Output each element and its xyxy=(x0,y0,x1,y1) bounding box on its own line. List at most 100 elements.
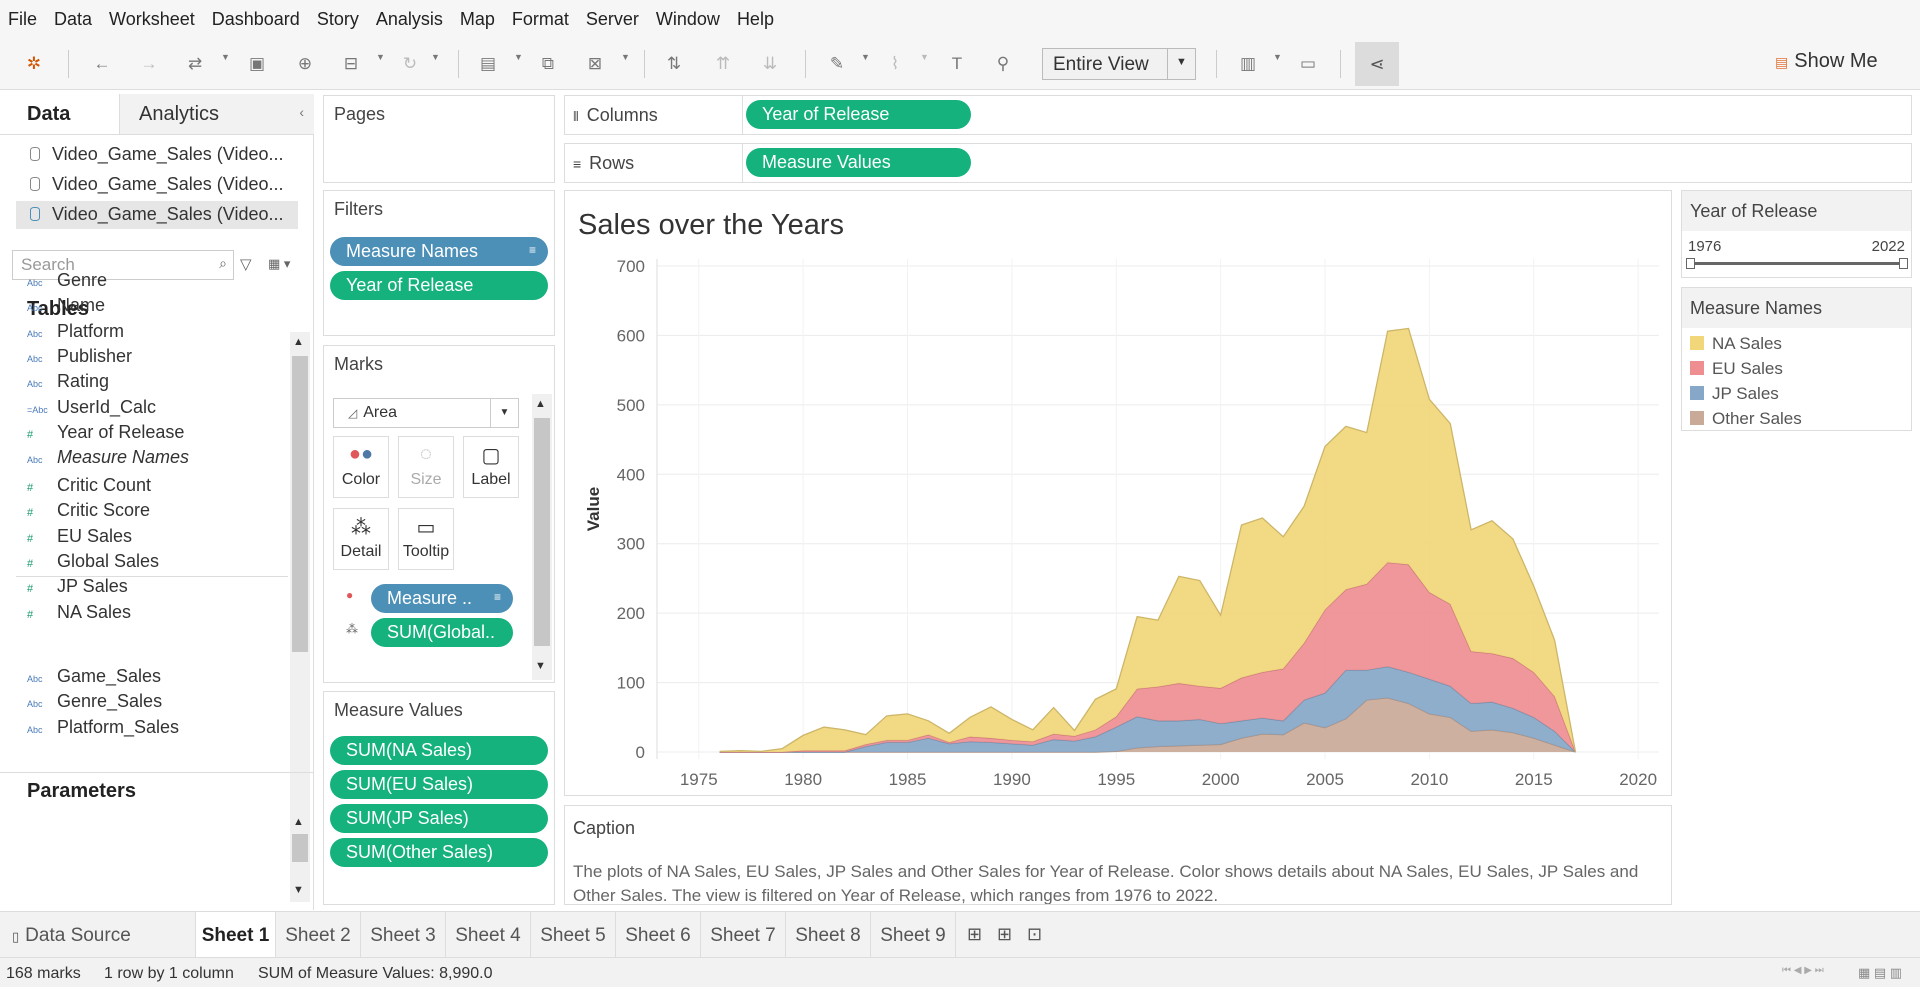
sheet-tab[interactable]: Sheet 6 xyxy=(616,912,701,958)
rows-pill[interactable]: Measure Values xyxy=(746,148,971,177)
menu-item-dashboard[interactable]: Dashboard xyxy=(211,8,300,29)
sheet-tab[interactable]: Sheet 5 xyxy=(531,912,616,958)
show-cards-icon[interactable]: ▥ xyxy=(1239,54,1257,73)
chevron-down-icon[interactable]: ▼ xyxy=(920,52,929,62)
new-worksheet-icon[interactable]: ▤ xyxy=(479,54,497,73)
replace-data-icon[interactable]: ⇄ xyxy=(187,54,203,73)
field-item[interactable]: Abc Publisher xyxy=(27,346,132,372)
collapse-pane-icon[interactable]: ‹ xyxy=(299,104,304,120)
filter-icon[interactable]: ▽ xyxy=(240,256,252,273)
scroll-up-icon[interactable]: ▲ xyxy=(293,816,304,828)
tab-navigation-icon[interactable]: ⏮ ◀ ▶ ⏭ xyxy=(1782,965,1824,976)
view-options-icon[interactable]: ▦ ▾ xyxy=(268,256,291,271)
sort-descending-icon[interactable]: ⇊ xyxy=(762,54,778,73)
field-item[interactable]: =Abc UserId_Calc xyxy=(27,397,156,423)
field-item[interactable]: Abc Platform xyxy=(27,321,124,347)
measure-value-pill[interactable]: SUM(EU Sales) xyxy=(330,770,548,799)
scroll-down-icon[interactable]: ▼ xyxy=(535,660,546,672)
tableau-logo-icon[interactable]: ✲ xyxy=(26,54,42,73)
sheet-tab[interactable]: Sheet 9 xyxy=(871,912,956,958)
field-item[interactable]: Abc Rating xyxy=(27,371,109,397)
redo-icon[interactable]: → xyxy=(140,54,158,73)
group-members-icon[interactable]: ⌇ xyxy=(890,54,900,73)
field-item[interactable]: # Year of Release xyxy=(27,422,184,448)
chevron-down-icon[interactable]: ▼ xyxy=(514,52,523,62)
field-item[interactable]: # Critic Count xyxy=(27,475,151,501)
filters-shelf[interactable]: Filters Measure Names ≡ Year of Release xyxy=(323,190,555,336)
chevron-down-icon[interactable]: ▼ xyxy=(1167,49,1195,79)
search-icon[interactable]: ⌕ xyxy=(219,255,227,271)
scroll-thumb[interactable] xyxy=(292,356,308,652)
field-item[interactable]: Abc Platform_Sales xyxy=(27,717,179,743)
parameters-scrollbar[interactable]: ▲ ▼ xyxy=(290,812,310,902)
tables-scrollbar[interactable]: ▲ ▼ xyxy=(290,332,310,868)
presentation-mode-icon[interactable]: ▭ xyxy=(1299,54,1317,73)
highlight-icon[interactable]: ✎ xyxy=(829,54,845,73)
measure-value-pill[interactable]: SUM(NA Sales) xyxy=(330,736,548,765)
chevron-down-icon[interactable]: ▼ xyxy=(861,52,870,62)
show-me-button[interactable]: ▤ Show Me xyxy=(1775,50,1878,73)
filter-pill[interactable]: Measure Names ≡ xyxy=(330,237,548,266)
menu-item-story[interactable]: Story xyxy=(316,8,359,29)
rows-shelf[interactable]: ≡ Rows Measure Values xyxy=(564,143,1912,183)
tooltip-button[interactable]: ▭ Tooltip xyxy=(398,508,454,570)
scroll-down-icon[interactable]: ▼ xyxy=(293,884,304,896)
undo-icon[interactable]: ← xyxy=(93,54,111,73)
data-source-tab[interactable]: ▯ Data Source xyxy=(0,912,196,958)
chevron-down-icon[interactable]: ▼ xyxy=(1273,52,1282,62)
pause-updates-icon[interactable]: ⊟ xyxy=(343,54,359,73)
sheet-tab[interactable]: Sheet 3 xyxy=(361,912,446,958)
datasource-item-active[interactable]: Video_Game_Sales (Video... xyxy=(16,201,298,229)
columns-pill[interactable]: Year of Release xyxy=(746,100,971,129)
tab-data[interactable]: Data xyxy=(27,103,71,125)
scroll-thumb[interactable] xyxy=(292,834,308,862)
save-icon[interactable]: ▣ xyxy=(248,54,266,73)
datasource-item[interactable]: Video_Game_Sales (Video... xyxy=(16,171,298,199)
scroll-thumb[interactable] xyxy=(534,418,550,646)
share-icon[interactable]: ⋖ xyxy=(1355,42,1399,86)
new-dashboard-icon[interactable]: ⊞ xyxy=(997,924,1013,944)
field-item[interactable]: # JP Sales xyxy=(27,576,128,602)
clear-sheet-icon[interactable]: ⊠ xyxy=(587,54,603,73)
tab-analytics[interactable]: Analytics ‹ xyxy=(119,94,314,134)
field-item[interactable]: Abc Measure Names xyxy=(27,447,189,473)
chevron-down-icon[interactable]: ▼ xyxy=(376,52,385,62)
legend-item[interactable]: JP Sales xyxy=(1690,384,1779,408)
field-item[interactable]: Abc Name xyxy=(27,295,105,321)
legend-item[interactable]: NA Sales xyxy=(1690,334,1782,358)
field-item[interactable]: Abc Genre xyxy=(27,270,107,296)
field-item[interactable]: # Critic Score xyxy=(27,500,150,526)
chevron-down-icon[interactable]: ▼ xyxy=(490,399,518,427)
filter-pill[interactable]: Year of Release xyxy=(330,271,548,300)
menu-item-server[interactable]: Server xyxy=(585,8,639,29)
measure-value-pill[interactable]: SUM(JP Sales) xyxy=(330,804,548,833)
show-mark-labels-icon[interactable]: T xyxy=(951,54,963,73)
color-button[interactable]: ●● Color xyxy=(333,436,389,498)
year-range-slider[interactable] xyxy=(1690,262,1900,265)
sort-ascending-icon[interactable]: ⇈ xyxy=(715,54,731,73)
field-item[interactable]: Abc Genre_Sales xyxy=(27,691,162,717)
refresh-icon[interactable]: ↻ xyxy=(402,54,418,73)
field-item[interactable]: # Global Sales xyxy=(27,551,159,577)
swap-rows-columns-icon[interactable]: ⇅ xyxy=(666,54,682,73)
chart-view[interactable]: Sales over the Years 0 100 200 300 400 500 600… xyxy=(564,190,1672,796)
menu-item-data[interactable]: Data xyxy=(54,8,93,29)
datasource-item[interactable]: Video_Game_Sales (Video... xyxy=(16,141,298,169)
chevron-down-icon[interactable]: ▼ xyxy=(221,52,230,62)
sheet-tab[interactable]: Sheet 1 xyxy=(196,912,276,958)
new-datasource-icon[interactable]: ⊕ xyxy=(297,54,313,73)
menu-item-window[interactable]: Window xyxy=(655,8,720,29)
measure-values-shelf[interactable]: Measure Values SUM(NA Sales) SUM(EU Sale… xyxy=(323,691,555,905)
menu-item-analysis[interactable]: Analysis xyxy=(375,8,443,29)
label-button[interactable]: ▢ Label xyxy=(463,436,519,498)
scroll-up-icon[interactable]: ▲ xyxy=(535,398,546,410)
legend-item[interactable]: EU Sales xyxy=(1690,359,1783,383)
detail-button[interactable]: ⁂ Detail xyxy=(333,508,389,570)
search-input[interactable]: Search ⌕ xyxy=(12,250,234,280)
sheet-tab[interactable]: Sheet 8 xyxy=(786,912,871,958)
sheet-tab[interactable]: Sheet 2 xyxy=(276,912,361,958)
menu-item-worksheet[interactable]: Worksheet xyxy=(109,8,195,29)
field-item[interactable]: # NA Sales xyxy=(27,602,131,628)
menu-item-file[interactable]: File xyxy=(8,8,38,29)
menu-item-map[interactable]: Map xyxy=(459,8,495,29)
